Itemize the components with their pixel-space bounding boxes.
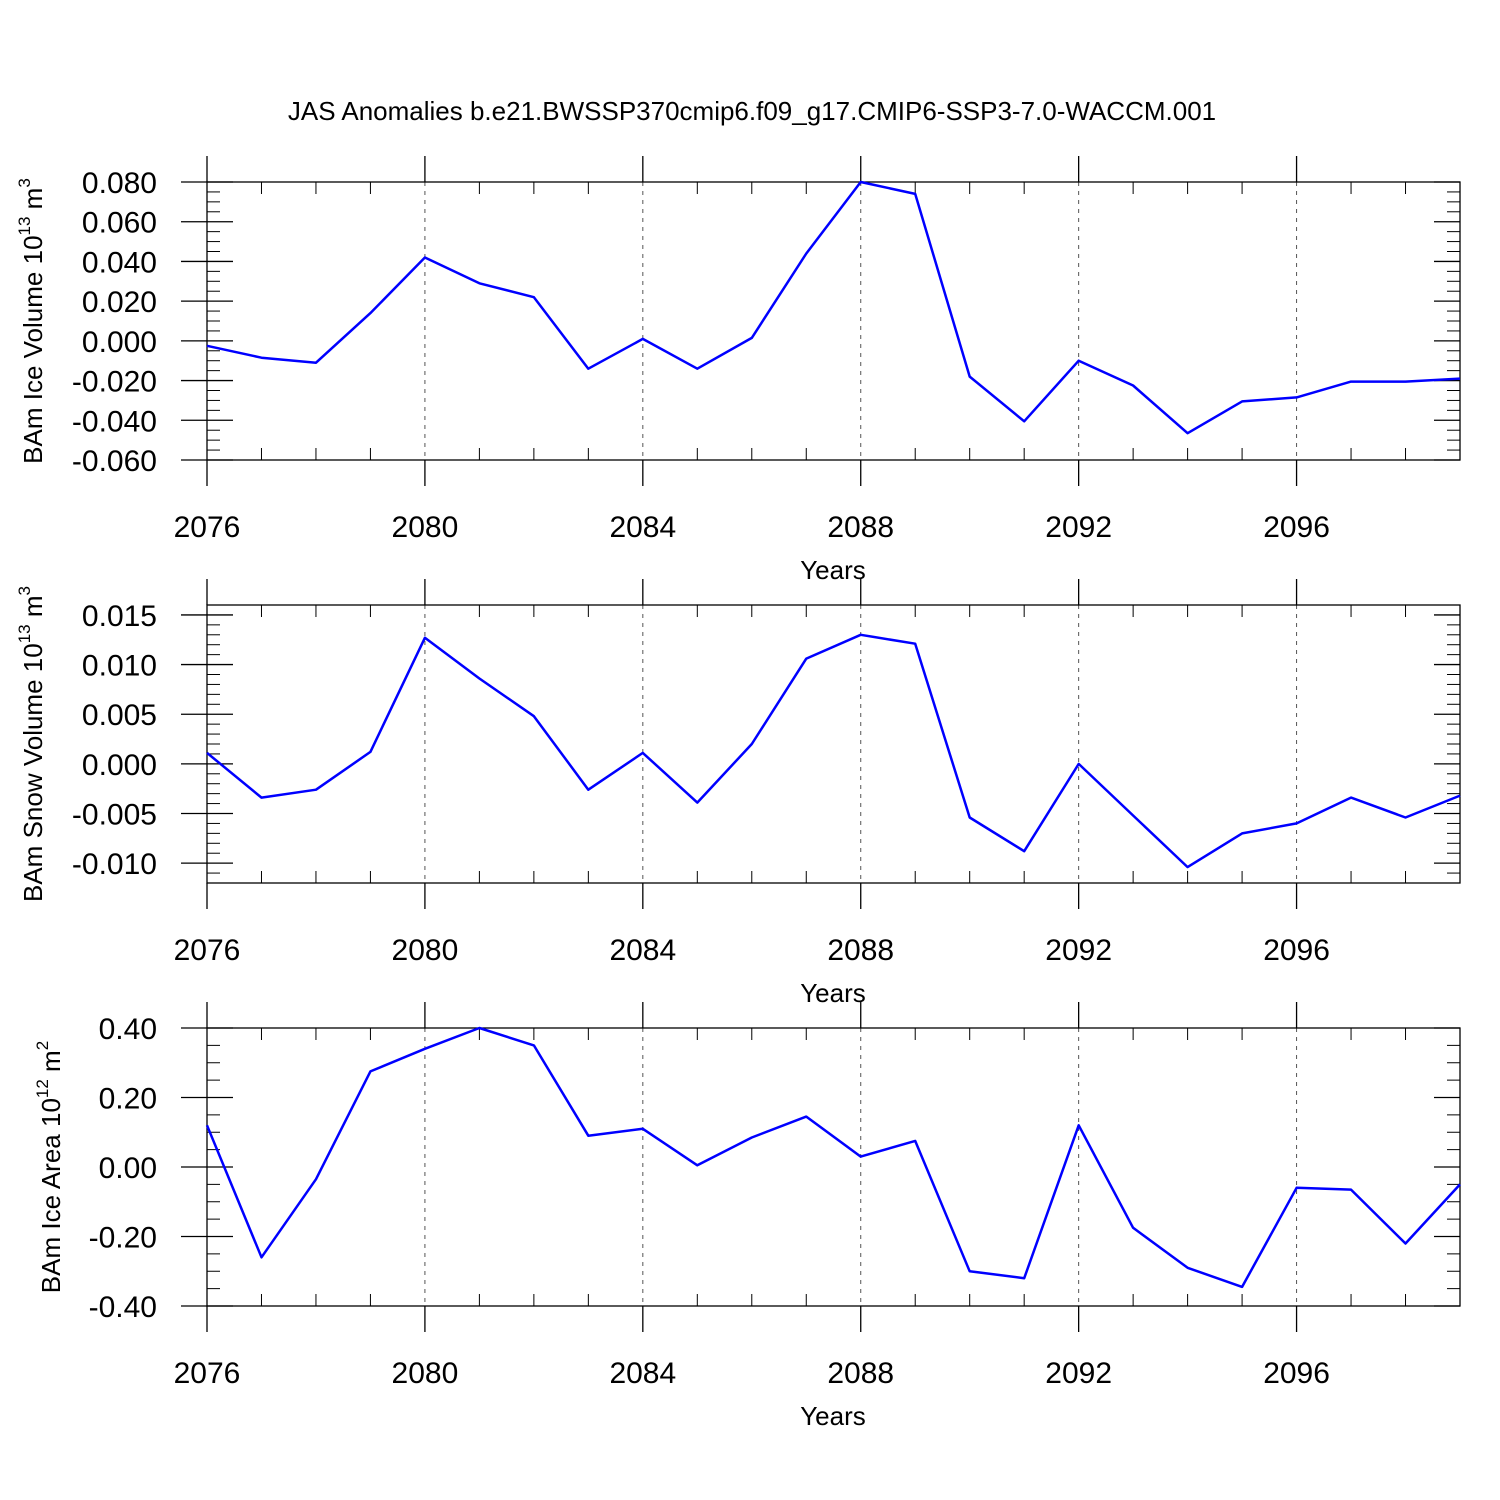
y-axis-label-ylabel-m: m (18, 188, 48, 210)
y-tick-label: -0.040 (72, 405, 157, 438)
y-axis-label-ylabel-exp: 12 (33, 1079, 52, 1098)
y-tick-label: -0.020 (72, 366, 157, 399)
panel-2: 2076 2080 2084 2088 2092 2096 0.015 0.010 0.005 0… (6, 579, 1461, 1008)
series-line (206, 633, 1461, 869)
x-tick-label: 2076 (174, 934, 241, 967)
panel-1: 2076 2080 2084 2088 2092 2096 0.080 0.060 0.040 0… (6, 156, 1461, 585)
plot-frame (206, 604, 1461, 884)
y-axis-label: BAm Snow Volume 1013 m3 (6, 586, 48, 902)
x-tick-label: 2092 (1045, 934, 1112, 967)
y-tick-label: 0.060 (82, 207, 157, 240)
y-axis-label-ylabel: BAm Ice Area (36, 1134, 66, 1293)
x-tick-label: 2076 (174, 1357, 241, 1390)
y-axis-label-space (24, 1072, 54, 1079)
x-tick-label: 2092 (1045, 511, 1112, 544)
y-axis-label-space (6, 209, 36, 216)
y-axis-label-ylabel-unit: 10 (36, 1098, 66, 1127)
panel-3: 2076 2080 2084 2088 2092 2096 0.40 0.20 0.00 -0.2… (24, 1002, 1461, 1431)
y-tick-label: 0.080 (82, 167, 157, 200)
x-tick-label: 2088 (827, 511, 894, 544)
y-axis-label-space (18, 264, 48, 271)
x-tick-label: 2084 (609, 511, 676, 544)
series-line (205, 1026, 1461, 1289)
y-tick-label: 0.015 (82, 600, 157, 633)
x-axis-label: Years (800, 1401, 866, 1431)
x-tick-label: 2080 (392, 934, 459, 967)
x-tick-label: 2096 (1263, 934, 1330, 967)
y-tick-label: 0.000 (82, 326, 157, 359)
x-tick-label: 2084 (609, 1357, 676, 1390)
y-axis-label-ylabel-m-exp: 2 (33, 1041, 52, 1050)
x-tick-label: 2096 (1263, 1357, 1330, 1390)
y-axis-label-ylabel-m: m (36, 1050, 66, 1072)
y-tick-label: 0.000 (82, 749, 157, 782)
y-axis-label: BAm Ice Volume 1013 m3 (6, 178, 48, 464)
y-tick-label: -0.005 (72, 799, 157, 832)
panels: 2076 2080 2084 2088 2092 2096 0.080 0.060 0.040 0… (6, 156, 1461, 1431)
x-tick-label: 2088 (827, 1357, 894, 1390)
x-tick-label: 2080 (392, 511, 459, 544)
y-tick-label: 0.20 (99, 1083, 157, 1116)
y-axis-label-ylabel-unit: 10 (18, 235, 48, 264)
y-axis-label-ylabel-exp: 13 (15, 624, 34, 643)
x-tick-label: 2080 (392, 1357, 459, 1390)
y-tick-label: 0.040 (82, 246, 157, 279)
y-axis-label-ylabel: BAm Snow Volume (18, 679, 48, 902)
y-tick-label: -0.010 (72, 848, 157, 881)
y-tick-label: 0.005 (82, 699, 157, 732)
x-tick-label: 2088 (827, 934, 894, 967)
y-axis-label-space (36, 1127, 66, 1134)
x-tick-label: 2096 (1263, 511, 1330, 544)
y-axis-label-ylabel-exp: 13 (15, 217, 34, 236)
x-tick-label: 2084 (609, 934, 676, 967)
y-axis-label-space (6, 617, 36, 624)
y-axis-label-ylabel: BAm Ice Volume (18, 272, 48, 464)
y-tick-label: 0.020 (82, 286, 157, 319)
y-tick-label: -0.40 (89, 1291, 157, 1324)
series-line (206, 180, 1461, 435)
y-axis-label-ylabel-m: m (18, 595, 48, 617)
x-axis-label: Years (800, 978, 866, 1008)
y-axis-label-space (18, 672, 48, 679)
x-tick-label: 2092 (1045, 1357, 1112, 1390)
y-axis-label-ylabel-unit: 10 (18, 643, 48, 672)
plot-frame (206, 181, 1461, 461)
x-axis-label: Years (800, 555, 866, 585)
y-tick-label: 0.00 (99, 1152, 157, 1185)
y-tick-label: -0.20 (89, 1222, 157, 1255)
y-tick-label: 0.010 (82, 650, 157, 683)
y-axis-label: BAm Ice Area 1012 m2 (24, 1041, 66, 1293)
y-axis-label-ylabel-m-exp: 3 (15, 586, 34, 595)
y-tick-label: -0.060 (72, 445, 157, 478)
plot-frame (206, 1027, 1461, 1307)
figure-title: JAS Anomalies b.e21.BWSSP370cmip6.f09_g1… (288, 96, 1216, 126)
x-tick-label: 2076 (174, 511, 241, 544)
y-tick-label: 0.40 (99, 1013, 157, 1046)
y-axis-label-ylabel-m-exp: 3 (15, 178, 34, 187)
